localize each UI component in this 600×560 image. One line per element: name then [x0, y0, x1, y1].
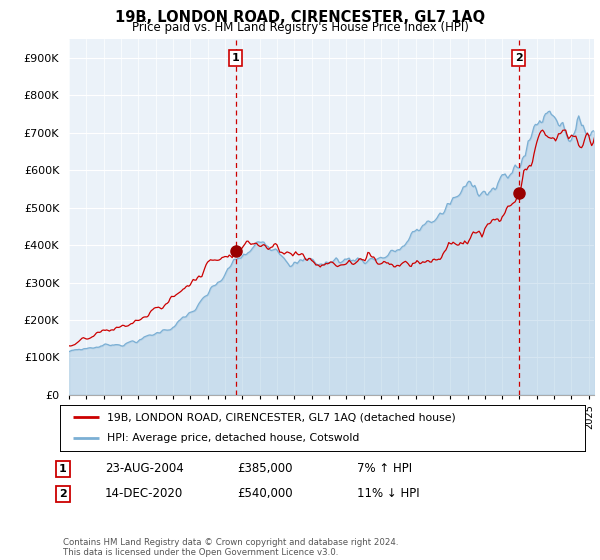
Text: Price paid vs. HM Land Registry's House Price Index (HPI): Price paid vs. HM Land Registry's House … [131, 21, 469, 34]
Text: 2: 2 [515, 53, 523, 63]
Text: £385,000: £385,000 [237, 462, 293, 475]
Text: 19B, LONDON ROAD, CIRENCESTER, GL7 1AQ: 19B, LONDON ROAD, CIRENCESTER, GL7 1AQ [115, 10, 485, 25]
Text: 2: 2 [59, 489, 67, 499]
Text: 14-DEC-2020: 14-DEC-2020 [105, 487, 183, 501]
Text: 1: 1 [232, 53, 239, 63]
Text: Contains HM Land Registry data © Crown copyright and database right 2024.
This d: Contains HM Land Registry data © Crown c… [63, 538, 398, 557]
Text: 19B, LONDON ROAD, CIRENCESTER, GL7 1AQ (detached house): 19B, LONDON ROAD, CIRENCESTER, GL7 1AQ (… [107, 412, 456, 422]
Text: 1: 1 [59, 464, 67, 474]
Text: £540,000: £540,000 [237, 487, 293, 501]
Text: HPI: Average price, detached house, Cotswold: HPI: Average price, detached house, Cots… [107, 433, 359, 444]
Text: 23-AUG-2004: 23-AUG-2004 [105, 462, 184, 475]
Text: 7% ↑ HPI: 7% ↑ HPI [357, 462, 412, 475]
Text: 11% ↓ HPI: 11% ↓ HPI [357, 487, 419, 501]
